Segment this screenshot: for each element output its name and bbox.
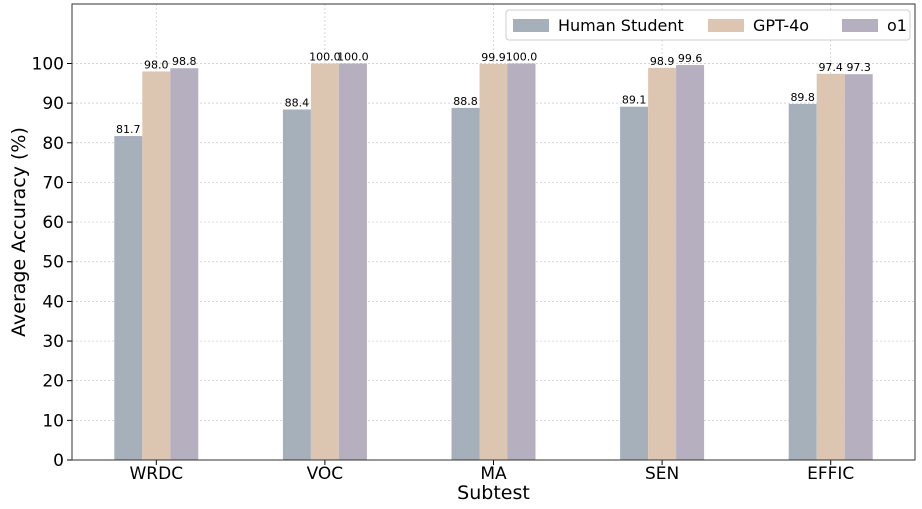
data-label: 100.0 <box>506 50 538 63</box>
legend-swatch <box>708 19 744 32</box>
data-label: 100.0 <box>337 50 369 63</box>
y-tick-label: 70 <box>42 173 64 193</box>
data-label: 88.4 <box>285 96 310 109</box>
y-tick-label: 80 <box>42 134 64 154</box>
legend-entry-label: Human Student <box>558 16 684 35</box>
bar <box>479 63 508 460</box>
bar <box>338 63 367 460</box>
legend-entry-label: GPT-4o <box>753 16 809 35</box>
y-tick-label: 50 <box>42 253 64 273</box>
data-label: 97.3 <box>846 61 871 74</box>
x-tick-label: EFFIC <box>807 464 854 484</box>
data-label: 99.6 <box>678 52 703 65</box>
data-label: 98.9 <box>650 55 675 68</box>
bars-layer <box>114 63 873 461</box>
y-tick-label: 0 <box>53 451 64 471</box>
data-label: 98.0 <box>144 58 169 71</box>
bar <box>114 136 143 460</box>
y-tick-label: 20 <box>42 372 64 392</box>
bar <box>507 63 536 460</box>
bar <box>844 74 873 460</box>
y-tick-label: 60 <box>42 213 64 233</box>
bar <box>451 107 480 460</box>
bar <box>310 63 339 460</box>
bar <box>788 103 817 461</box>
data-label: 99.9 <box>481 51 506 64</box>
bar <box>816 73 845 460</box>
data-label: 88.8 <box>453 95 478 108</box>
x-tick-label: SEN <box>645 464 679 484</box>
bar <box>676 65 705 461</box>
legend-swatch <box>842 19 878 32</box>
bar <box>142 71 171 461</box>
data-label: 98.8 <box>172 55 197 68</box>
x-tick-label: WRDC <box>130 464 184 484</box>
bar <box>170 68 199 461</box>
legend-entry-label: o1 <box>887 16 907 35</box>
bar <box>620 106 649 460</box>
y-tick-label: 90 <box>42 94 64 114</box>
data-label: 97.4 <box>818 61 843 74</box>
y-tick-label: 10 <box>42 411 64 431</box>
data-label: 89.8 <box>790 91 815 104</box>
bar <box>282 109 311 460</box>
y-tick-label: 40 <box>42 292 64 312</box>
axes-layer: 0 10 20 30 40 50 60 70 80 90 100 WRDC VOC MA SEN EFFIC <box>32 3 916 484</box>
x-axis-title: Subtest <box>457 482 530 504</box>
y-tick-label: 100 <box>32 54 64 74</box>
bar <box>648 67 677 460</box>
legend: Human Student GPT-4o o1 <box>505 9 911 41</box>
y-axis-title: Average Accuracy (%) <box>8 127 30 337</box>
legend-swatch <box>513 19 549 32</box>
data-label: 100.0 <box>309 50 341 63</box>
x-tick-label: MA <box>480 464 507 484</box>
plot-frame <box>71 3 916 461</box>
x-tick-label: VOC <box>307 464 344 484</box>
data-label: 89.1 <box>622 94 647 107</box>
data-label: 81.7 <box>116 123 141 136</box>
y-tick-label: 30 <box>42 332 64 352</box>
